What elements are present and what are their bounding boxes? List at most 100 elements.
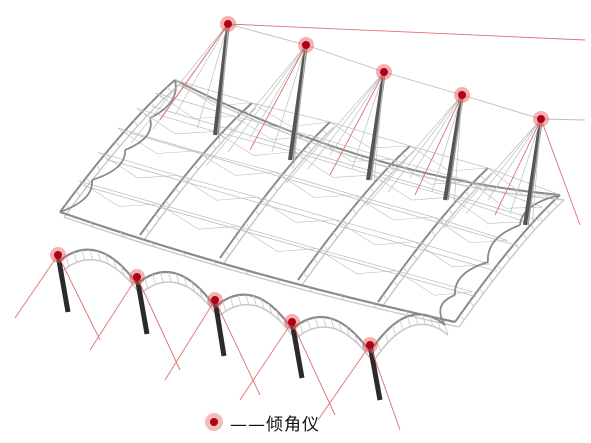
mast-stay-2: [373, 71, 385, 184]
arch-web: [377, 341, 381, 352]
back-edge-truss-web: [390, 163, 395, 170]
guy-cable-15: [317, 344, 371, 421]
diagonal-member: [452, 263, 491, 268]
diagonal-member: [256, 196, 297, 223]
front-edge-truss-web: [212, 260, 218, 267]
arch-web: [338, 321, 343, 332]
front-arch-lower-2: [217, 303, 296, 340]
long-truss-4-web: [402, 266, 408, 273]
secondary-member: [329, 121, 411, 147]
secondary-member: [174, 79, 253, 104]
secondary-member: [335, 219, 415, 243]
inclinometer-1: [302, 41, 310, 49]
long-truss-5-web: [538, 216, 543, 222]
guy-cable-0: [159, 23, 229, 121]
diagonal-member: [311, 135, 352, 162]
diagonal-member: [79, 180, 120, 207]
arch-web: [167, 271, 172, 283]
long-truss-1-web: [165, 200, 170, 206]
front-edge-truss-lower: [63, 216, 460, 328]
secondary-member: [256, 196, 336, 221]
secondary-member: [195, 150, 276, 173]
arch-web: [175, 273, 180, 284]
back-edge-truss-web: [421, 171, 426, 178]
long-truss-2-web: [234, 236, 240, 242]
guy-cable-9: [89, 276, 138, 351]
long-truss-5-web: [488, 276, 493, 282]
left-arch-3: [149, 79, 177, 119]
mast-stay-2: [329, 71, 385, 156]
roof-truss-lattice: [59, 79, 565, 328]
arch-web: [237, 295, 242, 306]
long-truss-3-web: [378, 177, 383, 184]
arch-web: [384, 332, 389, 343]
diagonal-member: [374, 241, 415, 246]
front-arch-lower-1: [139, 281, 219, 318]
long-truss-5-lower: [458, 199, 565, 328]
arch-web: [81, 250, 86, 261]
back-edge-truss-web: [236, 108, 241, 115]
guy-cable-7: [14, 254, 59, 319]
arch-web: [299, 323, 304, 334]
diagonal-member: [235, 171, 276, 176]
long-truss-5-web: [505, 253, 511, 260]
diagonal-member: [251, 102, 292, 127]
mast-stay-3: [453, 94, 463, 207]
arch-web: [112, 258, 117, 270]
long-truss-0-web: [133, 120, 139, 127]
arch-web: [97, 250, 101, 262]
arch-web: [199, 288, 203, 299]
secondary-member: [487, 167, 561, 196]
transverse-tie-1: [151, 106, 540, 221]
arch-web: [245, 294, 250, 305]
back-mast-0: [213, 23, 230, 136]
diagonal-member: [487, 167, 525, 196]
guy-cable-6: [494, 118, 542, 216]
back-edge-truss-web: [482, 184, 488, 191]
guy-cable-5: [540, 118, 581, 226]
diagonal-member: [175, 131, 215, 135]
long-truss-5-web: [469, 301, 475, 307]
front-edge-truss: [59, 210, 456, 324]
transverse-tie-4: [82, 185, 477, 297]
mast-stay-4: [509, 118, 542, 215]
mast-stay-0: [218, 23, 229, 144]
mast-stay-2: [351, 71, 385, 170]
arch-web: [268, 303, 273, 315]
diagonal-member: [332, 174, 373, 178]
back-mast-2: [366, 71, 386, 181]
back-edge-truss-web: [359, 154, 365, 161]
secondary-member: [136, 108, 215, 132]
diagonal-member: [277, 248, 317, 252]
legend-label: ——倾角仪: [230, 414, 320, 435]
guy-cable-3: [329, 71, 385, 176]
back-edge-truss-lower: [178, 84, 565, 201]
long-truss-3-web: [394, 160, 400, 166]
top-tie-cable: [227, 23, 586, 121]
diagonal-member: [174, 79, 214, 106]
diagonal-member: [434, 291, 473, 296]
arch-web: [206, 296, 211, 307]
front-edge-truss-web: [89, 222, 95, 228]
arch-web: [361, 341, 366, 352]
diagonal-member: [198, 226, 239, 230]
long-truss-4-web: [480, 174, 485, 181]
diagonal-member: [506, 206, 543, 209]
left-arch-2: [124, 117, 152, 151]
mast-stay-0: [130, 23, 229, 144]
guy-cables: [14, 23, 586, 431]
arch-web: [73, 252, 78, 263]
diagonal-member: [396, 270, 435, 296]
guy-cable-11: [164, 299, 216, 381]
diagonal-member: [155, 92, 195, 119]
diagonal-member: [432, 216, 471, 243]
arch-web: [160, 272, 164, 283]
long-truss-2-web: [273, 185, 278, 192]
front-edge-truss-web: [275, 278, 281, 284]
diagonal-member: [195, 150, 236, 176]
mast-stay-4: [531, 118, 542, 229]
diagonal-member: [448, 167, 489, 172]
secondary-member: [233, 115, 312, 137]
diagonal-member: [156, 150, 197, 154]
diagonal-member: [137, 175, 178, 179]
